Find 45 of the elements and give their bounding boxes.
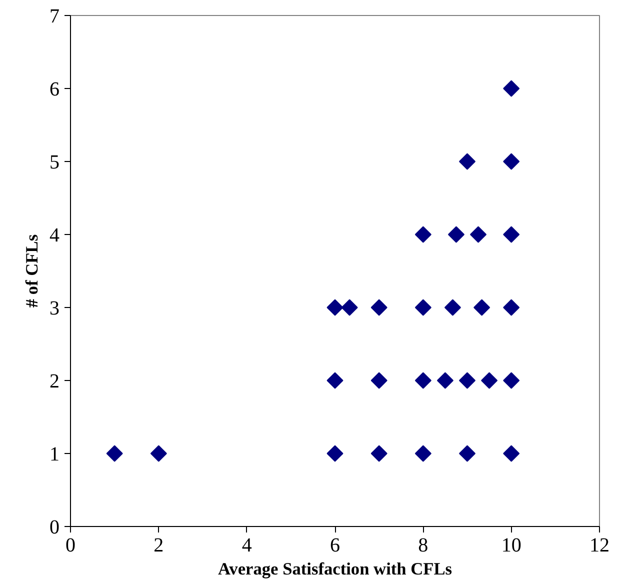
y-tick-label: 1 (50, 444, 60, 466)
point (414, 226, 432, 243)
point (436, 372, 454, 389)
point (444, 299, 461, 316)
x-tick-label: 2 (154, 534, 164, 556)
x-tick-label: 8 (418, 534, 428, 556)
point (481, 372, 498, 389)
point (414, 445, 432, 462)
point (414, 372, 432, 389)
point (474, 299, 490, 316)
point (370, 299, 388, 316)
point (503, 80, 520, 97)
y-tick-label: 3 (50, 298, 60, 320)
point (326, 299, 344, 316)
x-tick-label: 10 (501, 534, 522, 556)
point (458, 372, 476, 389)
point (326, 445, 344, 462)
y-tick-label: 7 (50, 6, 60, 28)
point (470, 226, 487, 243)
y-tick-label: 0 (50, 516, 60, 538)
point (106, 445, 123, 462)
x-tick-label: 4 (242, 534, 252, 556)
x-tick-label: 6 (330, 534, 340, 556)
x-tick-label: 12 (590, 534, 610, 556)
point (150, 445, 167, 462)
point (341, 299, 358, 316)
y-tick-label: 2 (50, 370, 60, 392)
point (503, 226, 520, 243)
y-axis-title: # of CFLs (22, 234, 42, 308)
point (370, 445, 388, 462)
point (448, 226, 465, 243)
y-tick-label: 6 (50, 78, 60, 100)
point (458, 445, 476, 462)
y-tick-label: 4 (50, 224, 60, 246)
point (414, 299, 432, 316)
point (326, 372, 344, 389)
point (503, 153, 520, 170)
point (503, 372, 520, 389)
point (503, 445, 520, 462)
point (458, 153, 476, 170)
y-tick-label: 5 (50, 152, 60, 174)
point (503, 299, 520, 316)
x-tick-label: 0 (66, 534, 76, 556)
point (370, 372, 388, 389)
x-axis-title: Average Satisfaction with CFLs (218, 560, 452, 578)
